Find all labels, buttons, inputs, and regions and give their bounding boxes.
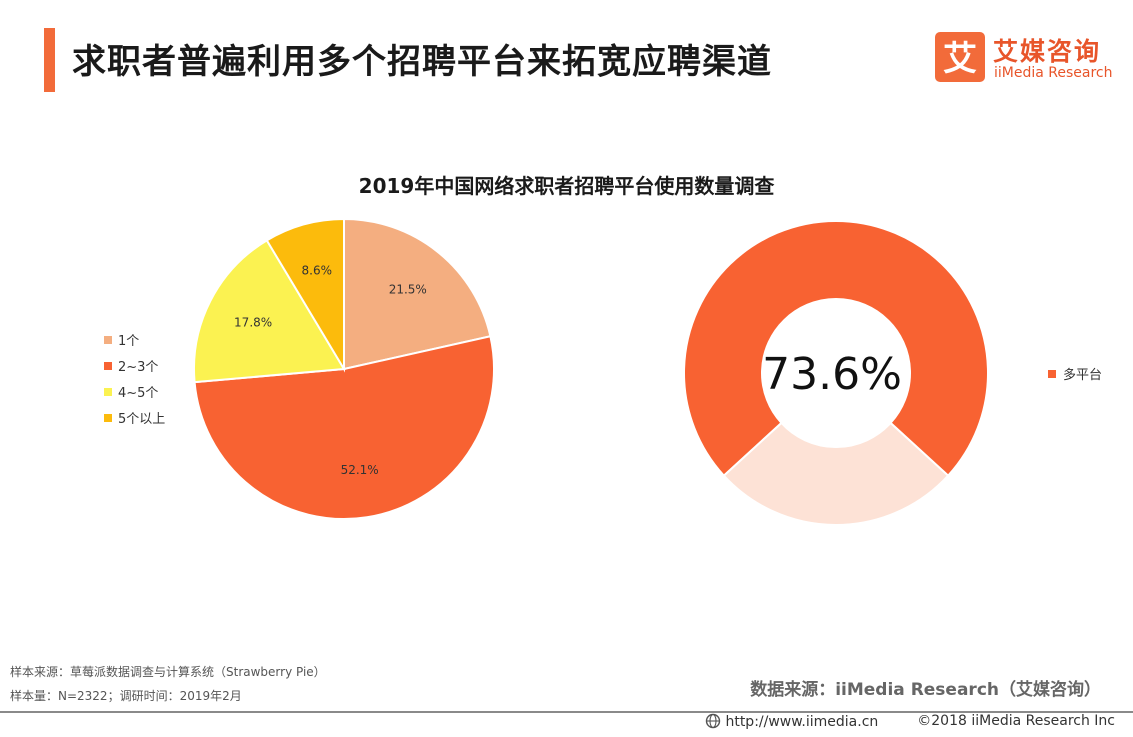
sample-size: 样本量：N=2322；调研时间：2019年2月 — [10, 689, 242, 703]
pie-legend-swatch-3 — [104, 414, 112, 422]
footer-url[interactable]: http://www.iimedia.cn — [705, 713, 878, 730]
donut-segment-1 — [722, 421, 950, 526]
iimedia-logo: 艾 艾媒咨询 iiMedia Research — [935, 30, 1115, 90]
pie-legend-label-1: 2~3个 — [118, 360, 158, 375]
pie-slice-0 — [343, 217, 492, 371]
pie-legend-label-2: 4~5个 — [118, 386, 158, 401]
pie-slice-3 — [265, 217, 345, 373]
pie-data-label-0: 21.5% — [389, 282, 427, 296]
pie-legend-label-3: 5个以上 — [118, 412, 165, 427]
logo-name: 艾媒咨询 — [993, 37, 1102, 66]
logo-subtitle: iiMedia Research — [994, 65, 1113, 81]
pie-legend-swatch-2 — [104, 388, 112, 396]
pie-data-label-2: 17.8% — [234, 316, 272, 330]
pie-legend-swatch-0 — [104, 336, 112, 344]
pie-data-label-3: 8.6% — [302, 264, 333, 278]
footer-divider — [0, 711, 1133, 713]
donut-segment-0 — [683, 220, 989, 478]
pie-data-label-1: 52.1% — [341, 463, 379, 477]
page-title: 求职者普遍利用多个招聘平台来拓宽应聘渠道 — [72, 42, 772, 82]
pie-slice-1 — [193, 335, 495, 520]
footer-url-text: http://www.iimedia.cn — [725, 714, 879, 730]
donut-center-label: 73.6% — [762, 349, 902, 400]
sample-source: 样本来源：草莓派数据调查与计算系统（Strawberry Pie） — [10, 665, 326, 679]
pie-slice-2 — [193, 238, 346, 384]
pie-legend-label-0: 1个 — [118, 334, 139, 349]
donut-legend-label: 多平台 — [1063, 367, 1102, 383]
logo-mark: 艾 — [935, 32, 985, 82]
logo-mark-text: 艾 — [943, 39, 977, 79]
chart-title: 2019年中国网络求职者招聘平台使用数量调查 — [358, 174, 775, 198]
donut-legend-swatch — [1048, 370, 1056, 378]
footer-copyright: ©2018 iiMedia Research Inc — [917, 713, 1115, 729]
title-accent-bar — [44, 28, 55, 92]
pie-legend-swatch-1 — [104, 362, 112, 370]
data-source: 数据来源：iiMedia Research（艾媒咨询） — [750, 680, 1101, 700]
globe-icon — [705, 713, 725, 730]
